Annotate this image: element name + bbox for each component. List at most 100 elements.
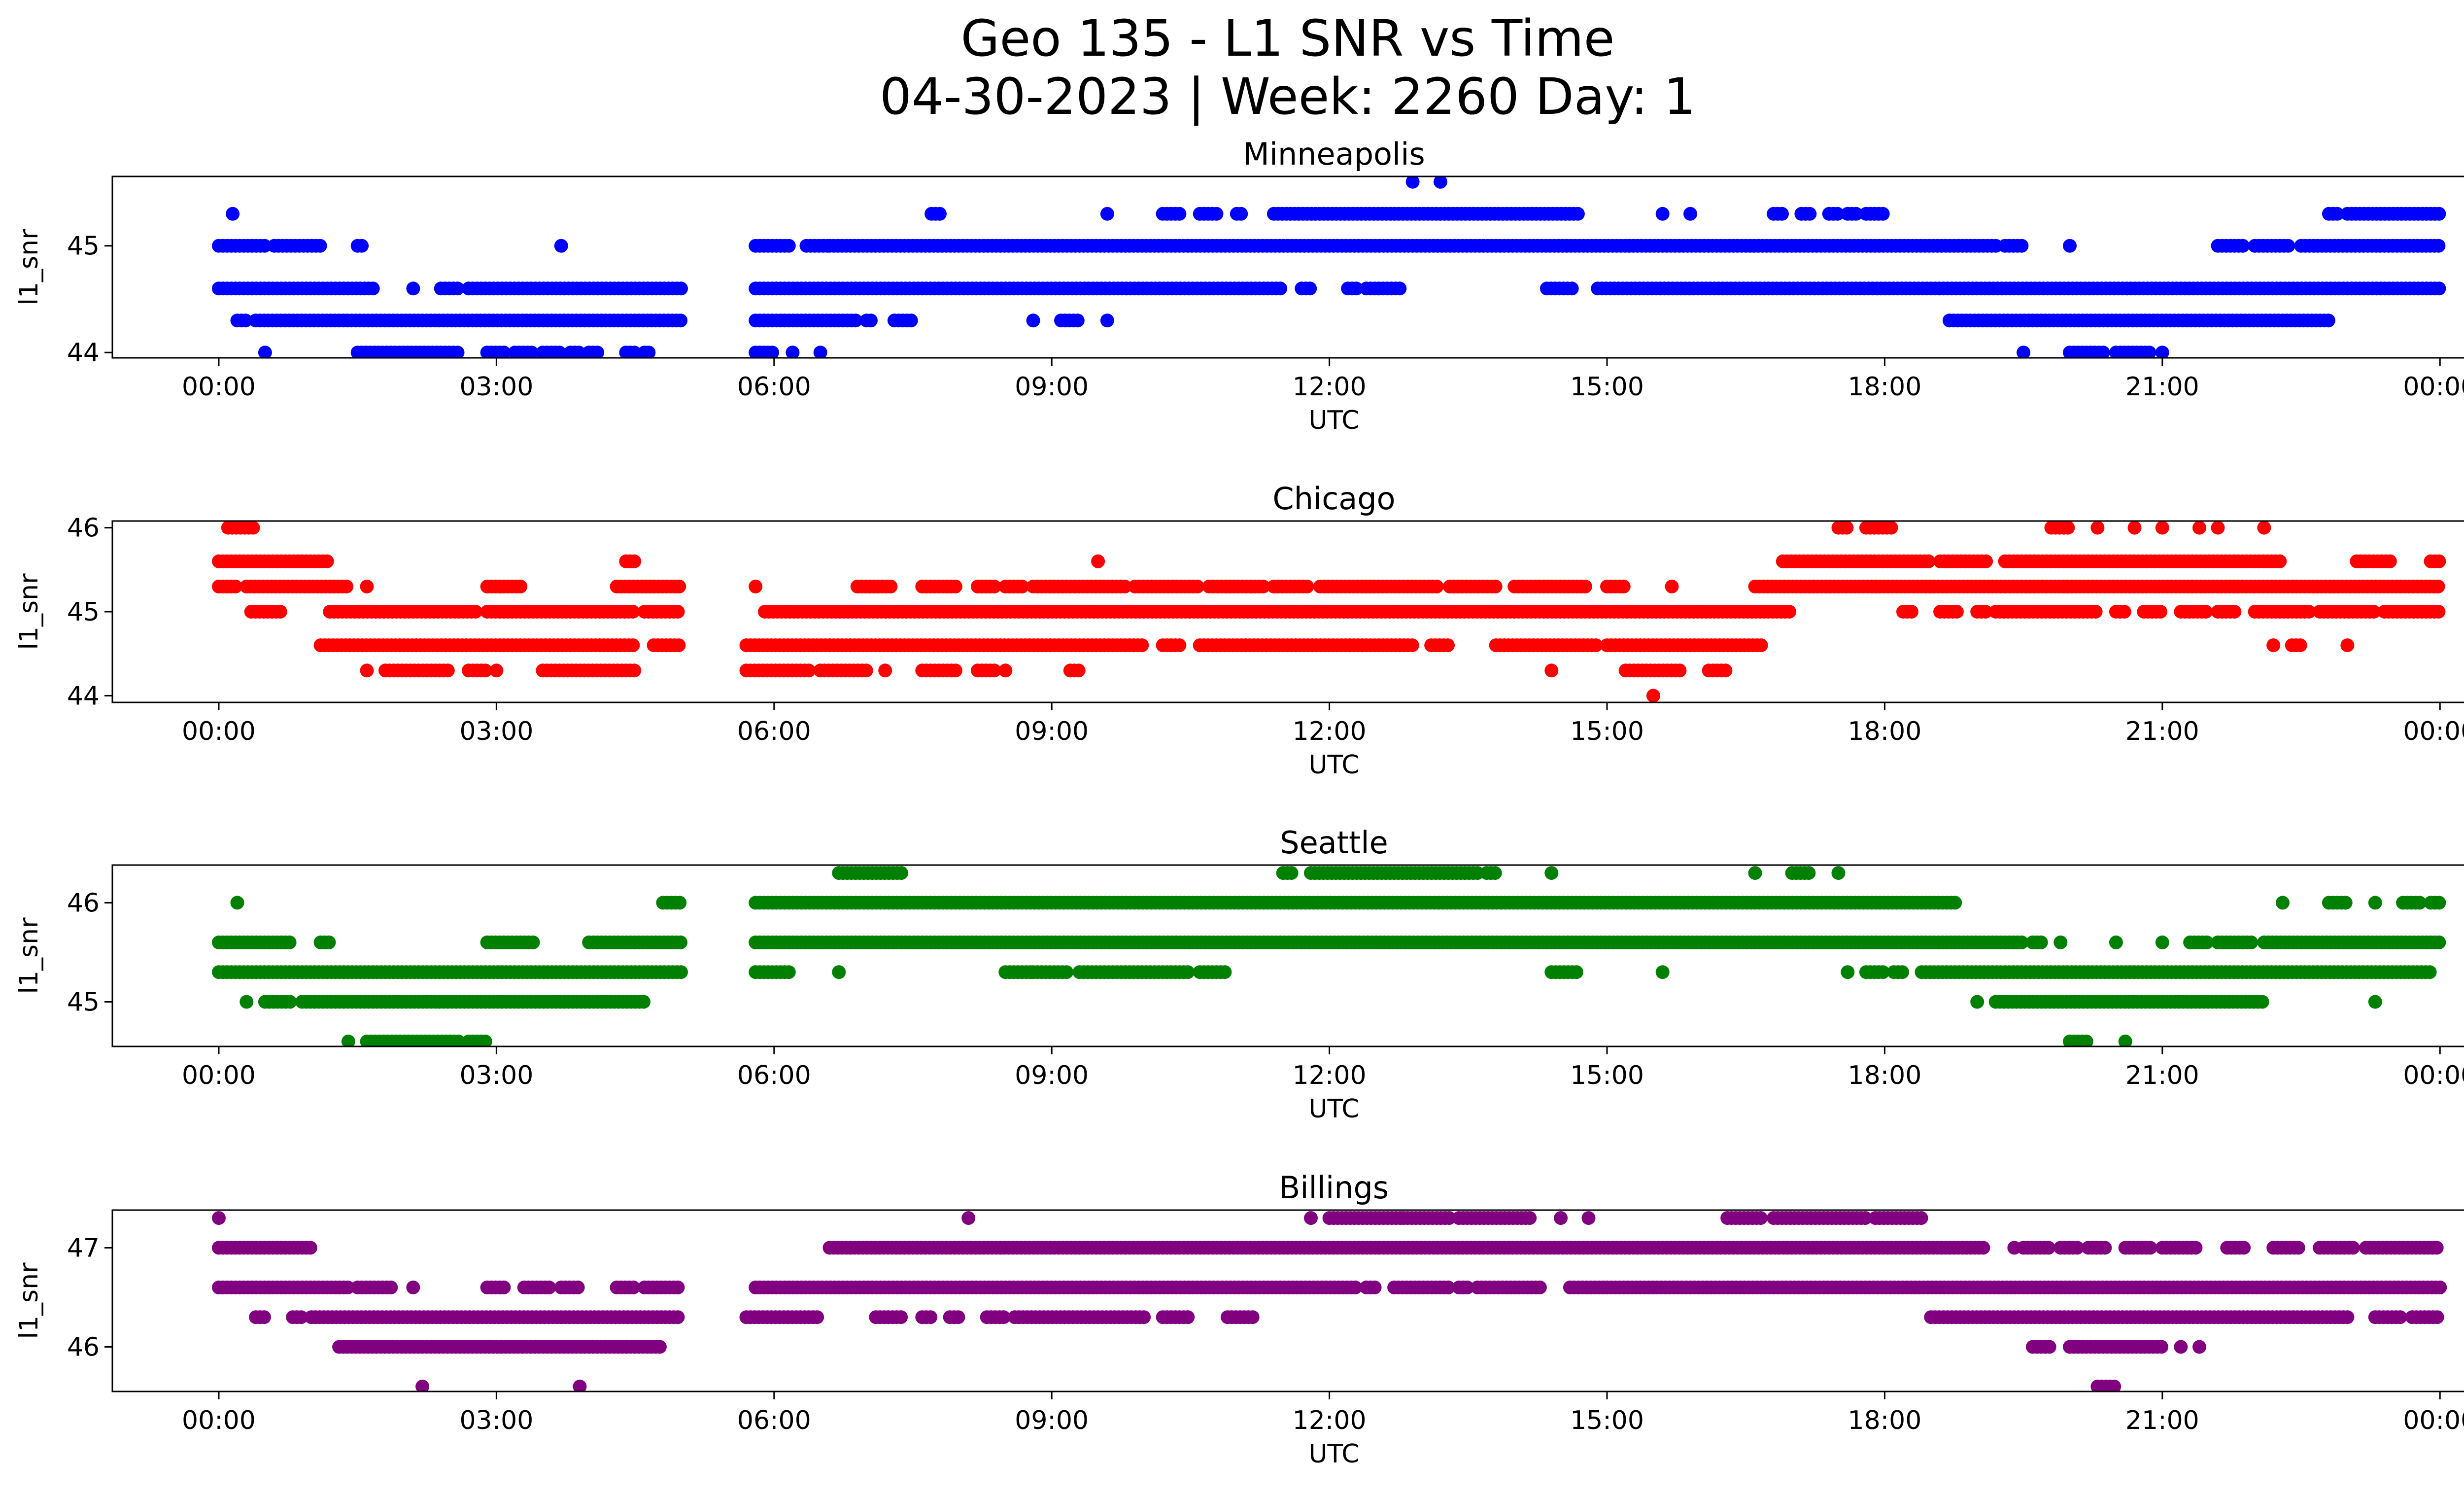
y-tick-label: 44 [67,338,100,368]
data-points-chicago [212,521,2446,702]
data-point [2155,521,2169,535]
data-point [671,1280,685,1294]
axes-frame [111,175,2464,359]
x-axis-label: UTC [1308,1094,1359,1124]
data-point [864,313,878,328]
data-point [228,579,242,593]
data-point [1303,281,1317,296]
data-point [1876,965,1890,979]
data-point [2017,346,2031,358]
data-point [765,346,779,358]
data-point [572,346,586,358]
data-point [894,866,908,880]
data-point [2431,579,2445,593]
data-point [2423,965,2437,979]
data-point [2273,554,2287,568]
data-point [1581,1211,1596,1225]
data-point [2155,935,2169,949]
axes-frame [111,864,2464,1047]
data-point [1368,1280,1382,1294]
data-point [2432,281,2446,296]
data-point [1181,965,1195,979]
data-point [451,1034,466,1046]
data-point [1948,896,1962,910]
data-point [230,896,244,910]
x-tick-label: 15:00 [1570,717,1644,746]
data-point [1300,579,1314,593]
data-point [257,239,272,253]
data-point [469,605,483,619]
y-axis-label: l1_snr [14,573,44,650]
data-point [2237,1241,2251,1255]
data-point [2432,207,2446,221]
data-point [1589,638,1603,653]
subplot-title: Chicago [1272,481,1395,517]
data-point [341,1280,355,1294]
data-point [1979,554,1993,568]
x-tick-label: 03:00 [459,372,533,402]
subplot-title: Minneapolis [1243,136,1425,172]
x-tick-label: 00:00 [2403,372,2464,402]
data-point [802,663,816,678]
data-point [1655,965,1670,979]
data-point [1349,281,1364,296]
data-point [674,281,688,296]
x-tick-label: 15:00 [1570,372,1644,402]
data-point [489,663,504,678]
data-point [1554,1211,1568,1225]
data-point [283,995,297,1009]
data-point [2118,1034,2132,1046]
figure-title-line1: Geo 135 - L1 SNR vs Time [960,9,1615,68]
data-point [406,1280,420,1294]
data-point [786,346,800,358]
data-point [1544,866,1559,880]
data-point [2098,1241,2112,1255]
x-tick-label: 00:00 [2403,717,2464,746]
data-point [1544,663,1559,678]
data-point [1831,866,1846,880]
data-point [1904,605,1918,619]
data-point [672,638,686,653]
data-point [1070,313,1085,328]
data-point [497,1280,511,1294]
data-point [987,579,1001,593]
x-tick-label: 09:00 [1015,372,1089,402]
data-point [478,1034,492,1046]
data-point [526,935,540,949]
data-point [590,346,605,358]
y-axis-label: l1_snr [14,917,44,994]
data-point [1091,554,1105,568]
data-point [1565,281,1579,296]
y-tick-label: 45 [67,597,100,627]
data-point [2070,1241,2085,1255]
data-point [441,663,455,678]
data-point [637,995,650,1009]
data-point [239,313,253,328]
data-point [360,579,374,593]
data-point [948,579,962,593]
data-point [626,605,640,619]
data-point [478,663,492,678]
data-point [627,346,642,358]
data-point [2367,605,2381,619]
data-point [1118,579,1132,593]
data-point [2053,935,2068,949]
x-tick-label: 00:00 [2403,1061,2464,1090]
data-point [1430,579,1444,593]
data-point [2061,521,2075,535]
data-point [2041,1241,2055,1255]
data-point [1683,207,1697,221]
data-point [2015,239,2029,253]
data-point [1655,207,1670,221]
data-point [2015,935,2029,949]
data-point [1578,579,1592,593]
data-point [1748,866,1762,880]
data-point [2142,346,2156,358]
data-point [360,663,374,678]
data-point [1405,176,1420,189]
data-point [1841,965,1855,979]
y-tick-label: 45 [67,232,100,261]
data-point [2090,521,2105,535]
